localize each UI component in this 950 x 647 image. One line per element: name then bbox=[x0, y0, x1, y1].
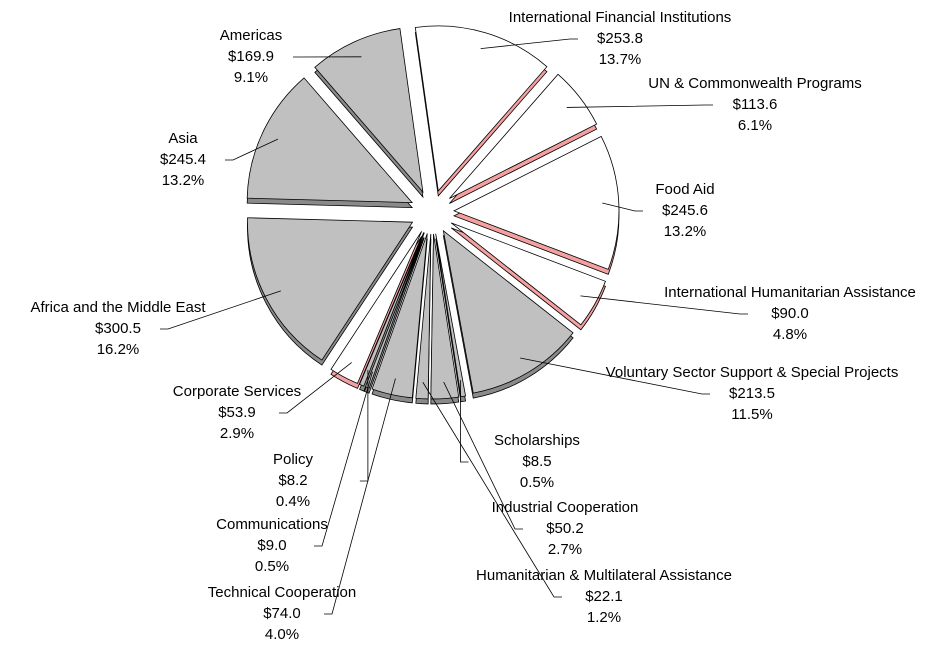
slice-percent: 0.5% bbox=[255, 558, 289, 575]
slice-label: Technical Cooperation bbox=[208, 584, 356, 601]
slice-value: $9.0 bbox=[257, 537, 286, 554]
slice-percent: 2.9% bbox=[220, 425, 254, 442]
slice-percent: 9.1% bbox=[234, 69, 268, 86]
slice-percent: 11.5% bbox=[731, 406, 772, 423]
leader-line bbox=[314, 371, 373, 547]
slice-label: Industrial Cooperation bbox=[492, 499, 639, 516]
slice-value: $90.0 bbox=[771, 305, 809, 322]
slice bbox=[314, 28, 424, 194]
slice-percent: 4.0% bbox=[265, 626, 299, 643]
slice-label: Voluntary Sector Support & Special Proje… bbox=[606, 364, 899, 381]
slice-value: $50.2 bbox=[546, 520, 584, 537]
slice-value: $253.8 bbox=[597, 30, 643, 47]
leader-line bbox=[324, 378, 396, 615]
leader-line bbox=[443, 381, 523, 530]
leader-line bbox=[422, 382, 562, 598]
slice-percent: 16.2% bbox=[97, 341, 140, 358]
slice-value: $245.4 bbox=[160, 151, 206, 168]
slice-value: $113.6 bbox=[733, 96, 778, 113]
slice-value: $169.9 bbox=[228, 48, 274, 65]
leader-line bbox=[225, 138, 279, 161]
slice-label: Africa and the Middle East bbox=[30, 299, 206, 316]
slice-percent: 1.2% bbox=[587, 609, 621, 626]
slice-value: $74.0 bbox=[263, 605, 301, 622]
slice-value: $8.2 bbox=[278, 472, 307, 489]
slice-label: Corporate Services bbox=[173, 383, 301, 400]
slice bbox=[414, 25, 548, 192]
leader-line bbox=[580, 295, 748, 315]
slice bbox=[442, 229, 574, 394]
slice bbox=[449, 73, 598, 199]
slice-label: Communications bbox=[216, 516, 328, 533]
slice-percent: 13.2% bbox=[664, 223, 707, 240]
leader-line bbox=[279, 362, 352, 414]
slice-percent: 13.2% bbox=[162, 172, 205, 189]
leader-line bbox=[520, 357, 710, 395]
slice-label: Policy bbox=[273, 451, 314, 468]
leader-line bbox=[566, 104, 713, 108]
slice bbox=[415, 233, 432, 400]
slice-percent: 4.8% bbox=[773, 326, 807, 343]
slice-percent: 13.7% bbox=[599, 51, 642, 68]
slice bbox=[247, 217, 414, 361]
slice bbox=[435, 233, 467, 398]
slice-value: $22.1 bbox=[585, 588, 623, 605]
slice-label: Food Aid bbox=[655, 181, 714, 198]
slice-value: $8.5 bbox=[522, 453, 551, 470]
slice-value: $213.5 bbox=[729, 385, 775, 402]
slice-percent: 6.1% bbox=[738, 117, 772, 134]
slice bbox=[371, 233, 428, 399]
leader-line bbox=[460, 380, 469, 463]
slice-label: UN & Commonwealth Programs bbox=[648, 75, 861, 92]
slice-value: $300.5 bbox=[95, 320, 141, 337]
leader-line bbox=[160, 290, 281, 330]
slice-label: Humanitarian & Multilateral Assistance bbox=[476, 567, 732, 584]
slice-value: $53.9 bbox=[218, 404, 256, 421]
slice-label: Scholarships bbox=[494, 432, 580, 449]
leader-line bbox=[480, 38, 578, 49]
slice bbox=[430, 233, 460, 400]
slice bbox=[246, 77, 414, 204]
slice-percent: 0.4% bbox=[276, 493, 310, 510]
slice-label: Asia bbox=[168, 130, 198, 147]
slice bbox=[450, 222, 606, 326]
slice bbox=[452, 135, 620, 270]
slice-label: International Financial Institutions bbox=[509, 9, 732, 26]
slice-label: Americas bbox=[220, 27, 283, 44]
slice-percent: 2.7% bbox=[548, 541, 582, 558]
slice bbox=[330, 231, 423, 384]
slice-label: International Humanitarian Assistance bbox=[664, 284, 916, 301]
slice-value: $245.6 bbox=[662, 202, 708, 219]
leader-line bbox=[359, 369, 369, 482]
slice-percent: 0.5% bbox=[520, 474, 554, 491]
leader-line bbox=[602, 202, 643, 212]
